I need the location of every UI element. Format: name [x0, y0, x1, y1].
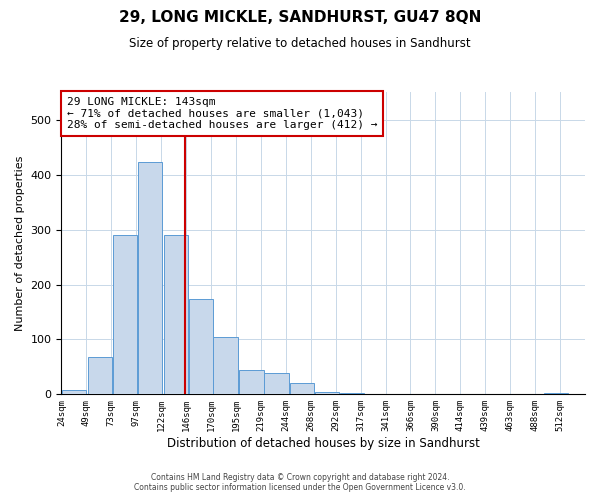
Text: 29 LONG MICKLE: 143sqm
← 71% of detached houses are smaller (1,043)
28% of semi-: 29 LONG MICKLE: 143sqm ← 71% of detached…: [67, 97, 377, 130]
Bar: [290, 384, 314, 394]
Bar: [316, 392, 340, 394]
Bar: [137, 162, 162, 394]
Bar: [340, 392, 364, 394]
Bar: [164, 234, 188, 394]
Text: Contains HM Land Registry data © Crown copyright and database right 2024.
Contai: Contains HM Land Registry data © Crown c…: [134, 473, 466, 492]
Bar: [214, 336, 238, 394]
Text: 29, LONG MICKLE, SANDHURST, GU47 8QN: 29, LONG MICKLE, SANDHURST, GU47 8QN: [119, 10, 481, 25]
Bar: [113, 234, 137, 394]
Text: Size of property relative to detached houses in Sandhurst: Size of property relative to detached ho…: [129, 38, 471, 51]
X-axis label: Distribution of detached houses by size in Sandhurst: Distribution of detached houses by size …: [167, 437, 479, 450]
Bar: [544, 393, 568, 394]
Bar: [62, 390, 86, 394]
Bar: [265, 374, 289, 394]
Bar: [188, 299, 212, 394]
Bar: [239, 370, 263, 394]
Bar: [88, 357, 112, 395]
Y-axis label: Number of detached properties: Number of detached properties: [15, 156, 25, 331]
